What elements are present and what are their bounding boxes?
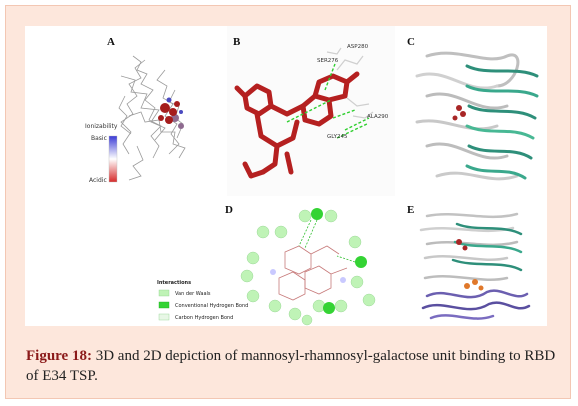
- legend-carbon: Carbon Hydrogen Bond: [175, 315, 233, 321]
- panel-e-label: E: [407, 204, 415, 216]
- basic-label: Basic: [91, 135, 107, 142]
- ligand-binding-3d: ASP280 SER276 GLY245 ALA290: [234, 44, 389, 179]
- panel-a-label: A: [107, 36, 115, 48]
- legend-conventional: Conventional Hydrogen Bond: [175, 303, 248, 309]
- protein-complex-e: [419, 212, 531, 320]
- panel-c: C: [397, 26, 547, 196]
- acidic-label: Acidic: [89, 177, 107, 184]
- panel-e: E: [397, 202, 547, 326]
- ionizability-colorbar: [108, 135, 118, 183]
- interactions-title: Interactions: [157, 280, 191, 286]
- protein-ribbon-c: [415, 51, 539, 181]
- interaction-diagram-2d: Interactions Van der Waals Conventional …: [157, 208, 376, 326]
- panel-d-label: D: [225, 204, 233, 216]
- legend-swatch-carbon: [158, 313, 170, 321]
- panel-b-label: B: [233, 36, 241, 48]
- ionizability-title: Ionizability: [85, 123, 118, 130]
- legend-vdw: Van der Waals: [175, 291, 211, 297]
- caption-label: Figure 18:: [26, 348, 92, 364]
- panel-b: B: [227, 26, 395, 196]
- caption-text: 3D and 2D depiction of mannosyl-rhamnosy…: [26, 348, 556, 384]
- residue-gly245: GLY245: [327, 134, 348, 140]
- figure-caption: Figure 18: 3D and 2D depiction of mannos…: [26, 346, 556, 386]
- panel-d: D Interaction: [155, 202, 393, 326]
- legend-swatch-conventional: [158, 301, 170, 309]
- panel-c-label: C: [407, 36, 415, 48]
- residue-ser276: SER276: [317, 58, 339, 64]
- figure-area: A: [25, 26, 547, 326]
- panel-a: A: [25, 26, 225, 196]
- protein-surface-structure: Ionizability Basic Acidic: [85, 55, 186, 184]
- residue-asp280: ASP280: [347, 44, 369, 50]
- legend-swatch-vdw: [158, 289, 170, 297]
- residue-ala290: ALA290: [367, 114, 389, 120]
